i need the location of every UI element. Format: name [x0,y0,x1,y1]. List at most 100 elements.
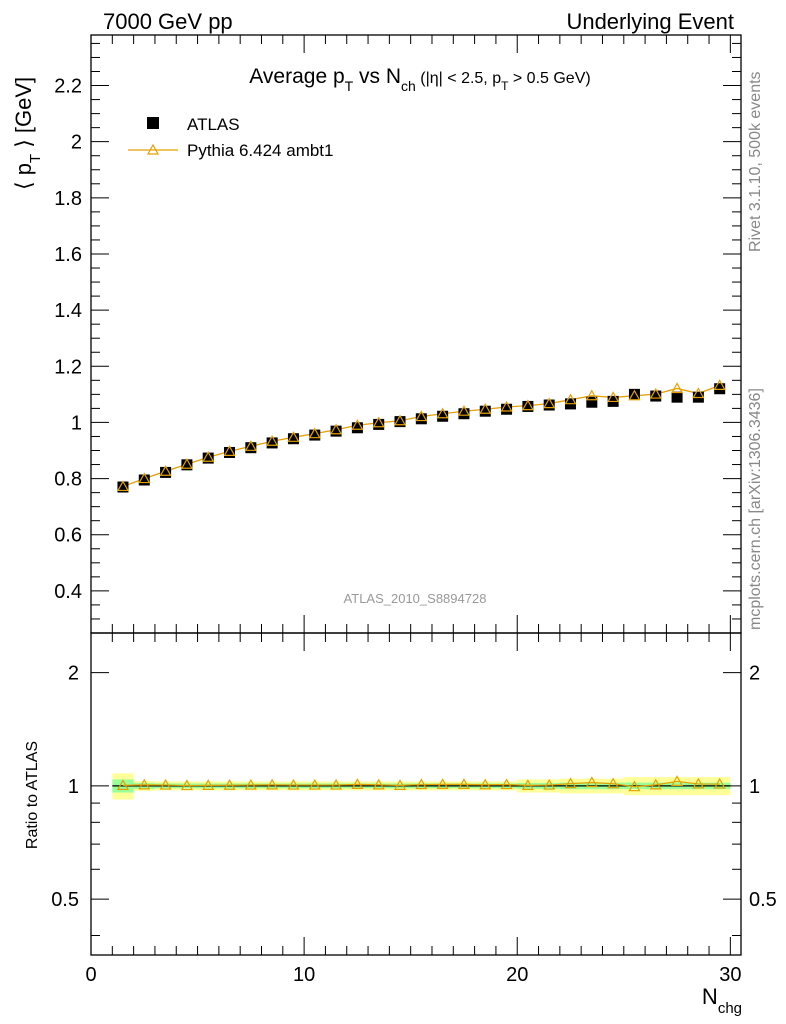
data-point [437,410,449,422]
data-point [501,403,513,415]
mc-point [159,465,172,476]
mc-point [479,403,492,414]
data-point [628,388,640,400]
ratio-mc-point [351,778,364,790]
data-point [351,422,363,434]
mc-point [116,480,129,492]
mc-point [713,379,726,390]
ratio-mc-point [671,775,684,786]
data-point [224,446,236,458]
header-right: Underlying Event [566,9,734,34]
title-main: Average p [249,65,344,88]
data-point [181,459,193,471]
mc-point [202,451,215,462]
data-point [415,413,427,425]
data-point [309,429,321,441]
analysis-label: ATLAS_2010_S8894728 [344,591,487,606]
upper-ytick-label: 1.4 [54,300,82,322]
data-point [373,418,385,430]
data-point [330,425,342,437]
legend-mc-label: Pythia 6.424 ambt1 [187,141,333,160]
data-point [394,416,406,428]
mc-point [436,407,449,419]
data-point [202,452,214,464]
header-left: 7000 GeV pp [103,9,233,34]
upper-ylabel-close: ⟩ [GeV] [11,77,36,154]
ratio-ytick-label-right: 0.5 [749,889,777,911]
mc-point [500,400,513,412]
ratio-mc-line [122,780,720,788]
ratio-mc-point [372,778,385,790]
rivet-version-label: Rivet 3.1.10, 500k events [747,71,764,252]
ratio-mc-point [457,778,470,790]
xtick-label: 20 [506,964,528,986]
ratio-mc-point [607,777,620,789]
upper-ytick-label: 1.8 [54,188,82,210]
title-mid-sub: ch [401,78,416,94]
ratio-mc-point [159,778,172,790]
ratio-mc-point [116,779,129,790]
ratio-ytick-label-left: 2 [68,663,79,685]
mc-point [180,458,193,469]
mcplots-label: mcplots.cern.ch [arXiv:1306.3436] [747,388,764,630]
upper-ytick-label: 1 [71,412,82,434]
ratio-mc-point [479,778,492,790]
mc-series-line [122,384,720,488]
ratio-mc-point [628,780,641,792]
mc-point [393,414,407,426]
upper-title: Average pT vs Nch (|η| < 2.5, pT > 0.5 G… [249,65,590,94]
data-point [714,383,726,395]
ratio-ytick-label-right: 1 [749,776,760,798]
mc-point [457,404,470,416]
mc-point [671,382,684,394]
ratio-mc-point [585,776,598,788]
mc-point [692,387,705,399]
ratio-mc-point [330,778,343,790]
data-point [479,405,491,417]
mc-point [266,435,279,446]
data-point [160,466,172,478]
title-cut-sub: T [501,79,509,93]
data-point [650,390,662,402]
upper-ytick-label: 0.8 [54,469,82,491]
xtick-label: 0 [85,964,96,986]
upper-ytick-label: 0.6 [54,525,82,547]
ratio-mc-point [180,779,193,791]
data-point [586,396,598,408]
mc-point [415,410,428,422]
upper-ytick-label: 2 [71,132,82,154]
ratio-mc-point [202,779,215,790]
ratio-mc-point [223,778,236,790]
ratio-mc-point [500,778,513,790]
data-point [266,437,278,449]
ratio-mc-point [521,779,534,790]
data-point [522,400,534,412]
ratio-mc-point [393,779,407,790]
ratio-ytick-label-left: 1 [68,776,79,798]
legend: ATLAS Pythia 6.424 ambt1 [128,115,333,160]
title-cut-close: > 0.5 GeV) [508,70,590,87]
data-point [543,399,555,411]
mc-point [351,419,364,430]
mc-point [330,423,343,435]
data-point [458,408,470,420]
mc-point [372,416,385,428]
ratio-ytick-label-right: 2 [749,663,760,685]
mc-point [628,389,641,401]
xtick-label: 10 [293,964,315,986]
ratio-ytick-label-left: 0.5 [51,889,79,911]
xlabel-main: N [702,984,718,1009]
ratio-mc-point [138,778,151,790]
ratio-mc-point [543,778,556,790]
mc-point [287,431,300,442]
ratio-mc-point [692,777,705,789]
mc-point [585,389,598,401]
mc-point [521,399,534,411]
xlabel: Nchg [702,984,742,1017]
ratio-mc-point [415,778,428,790]
mc-point [564,393,577,405]
data-point [117,481,129,493]
mc-point [543,397,556,409]
ratio-frame [90,632,742,956]
